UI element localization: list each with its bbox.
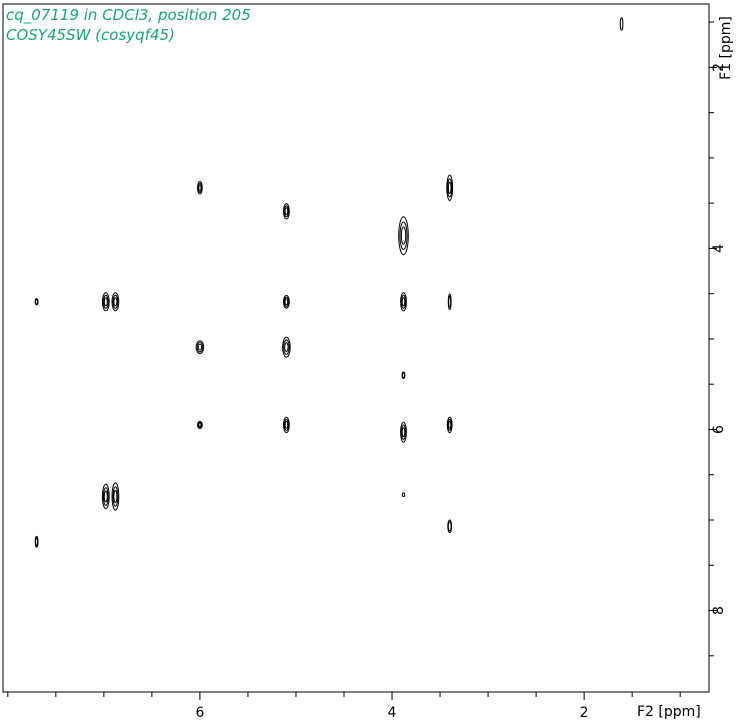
cross-peak: [101, 483, 110, 510]
contour-level: [111, 482, 120, 511]
contour-level: [196, 342, 204, 353]
contour-level: [102, 487, 109, 506]
x-tick-label: 2: [580, 705, 589, 721]
cross-peak: [197, 181, 203, 195]
x-tick-label: 4: [388, 705, 397, 721]
contour-level: [35, 537, 39, 547]
contour-level: [401, 427, 406, 438]
contour-level: [448, 295, 452, 308]
contour-level: [198, 184, 202, 192]
contour-level: [400, 294, 407, 309]
contour-level: [102, 294, 109, 309]
contour-level: [400, 292, 407, 312]
contour-level: [399, 221, 408, 250]
cross-peak: [101, 292, 110, 312]
contour-level: [103, 490, 108, 503]
cross-peak: [401, 492, 406, 498]
y-axis-label: F1 [ppm]: [718, 16, 734, 80]
x-axis-label: F2 [ppm]: [637, 704, 701, 720]
contour-level: [113, 489, 118, 504]
cross-peak: [400, 421, 407, 443]
contour-level: [35, 299, 39, 305]
contour-level: [447, 178, 453, 198]
y-tick-label: 4: [711, 244, 727, 253]
cross-peak: [283, 203, 290, 220]
contour-level: [447, 181, 452, 195]
contour-level: [446, 416, 453, 434]
contour-level: [401, 297, 406, 307]
plot-frame: [2, 3, 710, 693]
contour-level: [283, 203, 290, 220]
y-axis-ticks: 2 4 6 8 F1 [ppm]: [709, 16, 734, 657]
spectrum-title: cq_07119 in CDCl3, position 205: [6, 6, 251, 25]
contour-level: [197, 421, 203, 428]
spectrum-subtitle: COSY45SW (cosyqf45): [6, 26, 175, 44]
cross-peak: [283, 295, 290, 309]
contour-level: [112, 486, 119, 507]
contour-level: [197, 181, 203, 195]
cross-peak: [400, 292, 407, 312]
contour-level: [284, 342, 289, 353]
y-tick-label: 6: [711, 425, 727, 434]
contour-level: [619, 17, 624, 31]
contour-level: [282, 336, 291, 358]
contour-level: [283, 339, 290, 355]
contour-peaks: [34, 17, 624, 548]
contour-level: [197, 343, 203, 351]
cross-peak: [195, 340, 205, 354]
cross-peak: [446, 174, 454, 202]
contour-level: [111, 292, 120, 312]
contour-level: [400, 421, 407, 443]
contour-level: [283, 416, 290, 434]
cross-peak: [34, 298, 39, 306]
y-tick-label: 2: [711, 63, 727, 72]
cross-peak: [619, 17, 624, 31]
contour-level: [283, 295, 290, 309]
cross-peak: [111, 292, 120, 312]
contour-level: [400, 226, 407, 245]
x-axis-ticks: 2 4 6: [7, 692, 681, 721]
cross-peak: [401, 371, 406, 379]
contour-level: [283, 205, 289, 218]
contour-level: [283, 296, 289, 307]
contour-level: [447, 418, 452, 431]
contour-level: [197, 420, 203, 429]
x-tick-label: 6: [195, 705, 204, 721]
contour-level: [198, 422, 202, 427]
contour-level: [101, 483, 110, 510]
contour-level: [284, 207, 289, 216]
cross-peak: [447, 293, 452, 310]
contour-level: [448, 420, 452, 429]
cross-peak: [398, 216, 409, 256]
contour-level: [113, 297, 118, 307]
cross-peak: [111, 482, 120, 511]
contour-level: [284, 420, 289, 429]
y-tick-label: 8: [711, 606, 727, 615]
contour-level: [112, 294, 119, 309]
contour-level: [283, 418, 289, 431]
cross-peak: [34, 535, 39, 548]
contour-level: [402, 372, 405, 379]
contour-level: [101, 292, 110, 312]
contour-level: [195, 340, 205, 354]
contour-level: [103, 297, 108, 307]
cross-peak: [197, 420, 203, 429]
cross-peak: [282, 336, 291, 358]
contour-level: [398, 216, 409, 256]
contour-level: [284, 298, 289, 306]
contour-level: [446, 174, 454, 202]
cross-peak: [283, 416, 290, 434]
contour-level: [447, 521, 452, 532]
contour-level: [400, 424, 407, 440]
contour-level: [197, 182, 203, 193]
cross-peak: [446, 416, 453, 434]
contour-level: [401, 492, 406, 498]
cross-peak: [447, 519, 453, 534]
